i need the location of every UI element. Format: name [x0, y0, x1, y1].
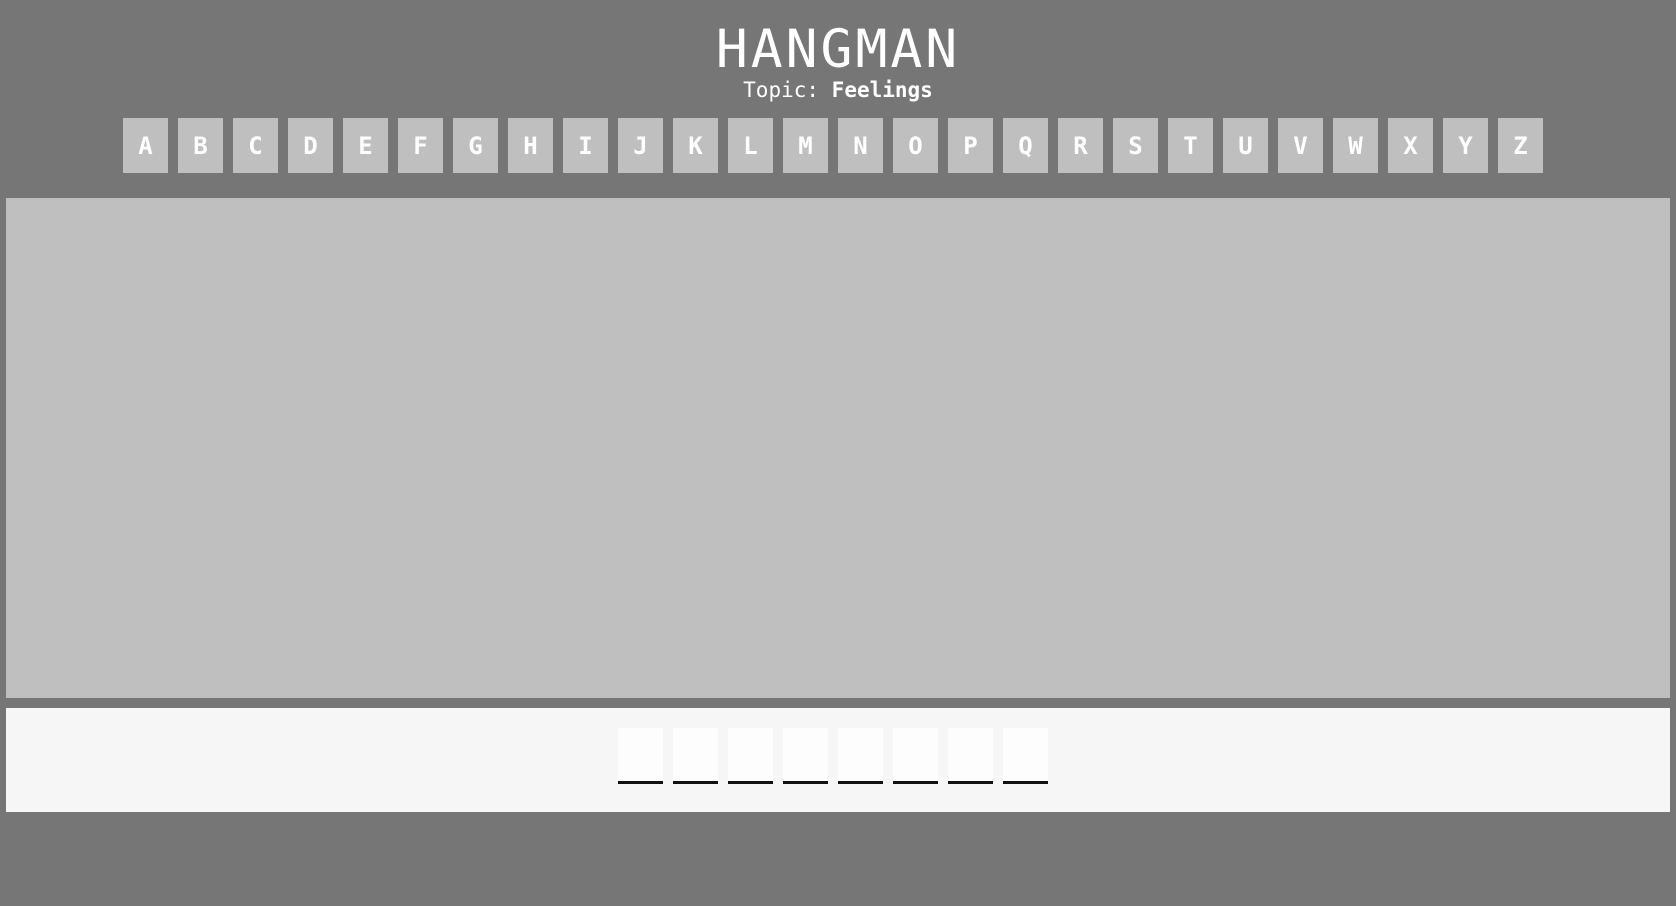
- letter-slot: [948, 728, 993, 784]
- hangman-drawing-area: [6, 198, 1670, 698]
- letter-button-u[interactable]: U: [1223, 118, 1268, 173]
- letter-button-a[interactable]: A: [123, 118, 168, 173]
- topic-label: Topic:: [743, 78, 820, 102]
- letter-button-n[interactable]: N: [838, 118, 883, 173]
- letter-button-c[interactable]: C: [233, 118, 278, 173]
- letter-button-m[interactable]: M: [783, 118, 828, 173]
- letter-button-d[interactable]: D: [288, 118, 333, 173]
- letter-button-b[interactable]: B: [178, 118, 223, 173]
- game-title: HANGMAN: [715, 19, 961, 80]
- topic-value: Feelings: [831, 78, 933, 102]
- word-slots: [618, 728, 1058, 784]
- topic-line: Topic: Feelings: [0, 76, 1676, 104]
- letter-button-v[interactable]: V: [1278, 118, 1323, 173]
- letter-button-p[interactable]: P: [948, 118, 993, 173]
- letter-slot: [618, 728, 663, 784]
- letter-button-y[interactable]: Y: [1443, 118, 1488, 173]
- letter-slot: [728, 728, 773, 784]
- letter-button-t[interactable]: T: [1168, 118, 1213, 173]
- letter-button-l[interactable]: L: [728, 118, 773, 173]
- letter-button-h[interactable]: H: [508, 118, 553, 173]
- letter-button-r[interactable]: R: [1058, 118, 1103, 173]
- letter-button-w[interactable]: W: [1333, 118, 1378, 173]
- letter-button-q[interactable]: Q: [1003, 118, 1048, 173]
- letter-button-i[interactable]: I: [563, 118, 608, 173]
- word-panel: [6, 708, 1670, 812]
- letter-slot: [838, 728, 883, 784]
- letter-slot: [673, 728, 718, 784]
- letter-button-z[interactable]: Z: [1498, 118, 1543, 173]
- letter-slot: [893, 728, 938, 784]
- letter-button-j[interactable]: J: [618, 118, 663, 173]
- letter-slot: [1003, 728, 1048, 784]
- letter-slot: [783, 728, 828, 784]
- letter-button-s[interactable]: S: [1113, 118, 1158, 173]
- letter-button-o[interactable]: O: [893, 118, 938, 173]
- letter-button-f[interactable]: F: [398, 118, 443, 173]
- letter-button-e[interactable]: E: [343, 118, 388, 173]
- letter-button-g[interactable]: G: [453, 118, 498, 173]
- letter-button-x[interactable]: X: [1388, 118, 1433, 173]
- letter-button-k[interactable]: K: [673, 118, 718, 173]
